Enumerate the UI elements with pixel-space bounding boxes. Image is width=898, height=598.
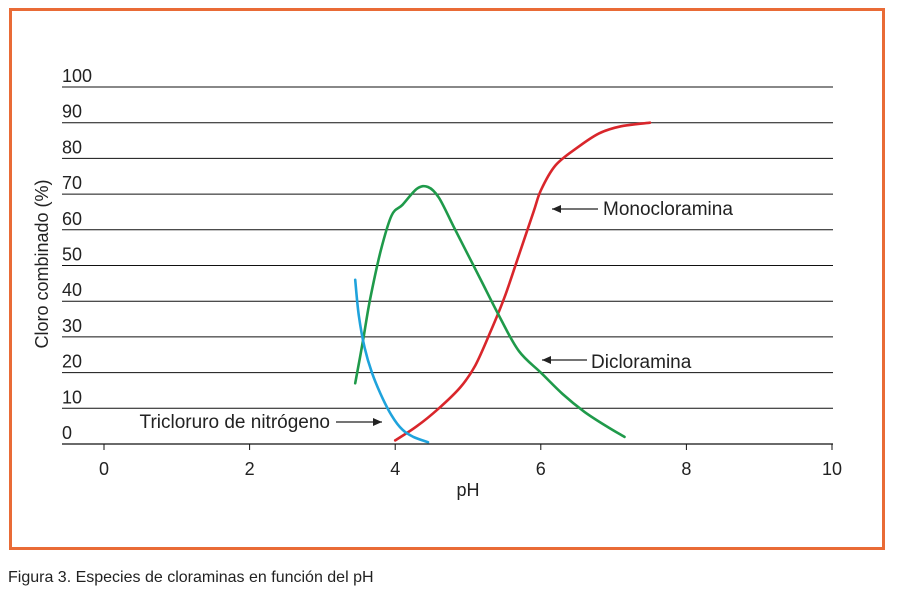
- y-tick-label: 10: [62, 387, 82, 407]
- y-tick-label: 50: [62, 245, 82, 265]
- annotation-monocloramina-arrow-head: [552, 205, 561, 213]
- annotation-tricloruro-label: Tricloruro de nitrógeno: [140, 412, 330, 433]
- y-tick-label: 100: [62, 66, 92, 86]
- x-tick-label: 2: [245, 459, 255, 479]
- x-tick-label: 10: [822, 459, 842, 479]
- y-tick-label: 90: [62, 102, 82, 122]
- series-line-dicloramina: [353, 184, 626, 439]
- annotation-monocloramina-label: Monocloramina: [603, 199, 733, 220]
- x-axis-label: pH: [456, 480, 479, 500]
- series-line-tricloruro: [353, 278, 430, 444]
- annotation-dicloramina-arrow-head: [542, 356, 551, 364]
- x-tick-label: 8: [681, 459, 691, 479]
- figure-caption: Figura 3. Especies de cloraminas en func…: [8, 569, 374, 586]
- annotation-dicloramina-label: Dicloramina: [591, 352, 692, 373]
- y-tick-label: 70: [62, 173, 82, 193]
- annotation-tricloruro-arrow-head: [373, 418, 382, 426]
- chart-frame: [9, 8, 885, 550]
- y-tick-label: 0: [62, 423, 72, 443]
- x-tick-label: 6: [536, 459, 546, 479]
- y-tick-label: 80: [62, 137, 82, 157]
- series-line-monocloramina: [393, 121, 652, 442]
- y-tick-label: 40: [62, 280, 82, 300]
- x-tick-label: 0: [99, 459, 109, 479]
- y-tick-label: 30: [62, 316, 82, 336]
- y-axis-label: Cloro combinado (%): [32, 179, 52, 348]
- y-tick-label: 60: [62, 209, 82, 229]
- y-tick-label: 20: [62, 352, 82, 372]
- x-tick-label: 4: [390, 459, 400, 479]
